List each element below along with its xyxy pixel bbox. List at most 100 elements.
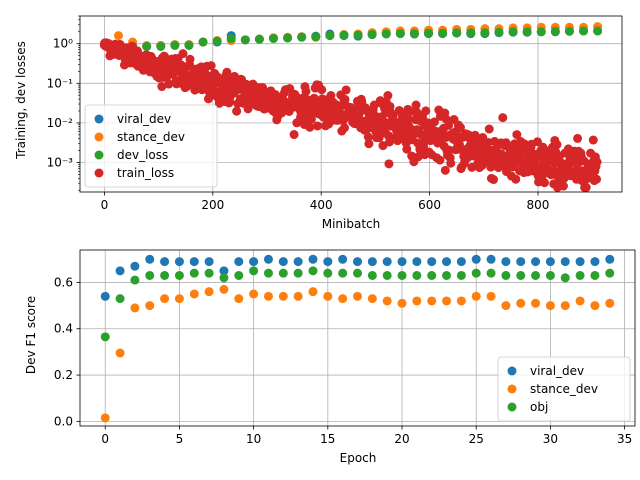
train_loss-point <box>313 80 323 90</box>
dev_loss-point <box>254 34 264 44</box>
viral_dev-point <box>427 257 437 267</box>
train_loss-point <box>435 155 445 165</box>
dev_loss-point <box>240 35 250 45</box>
dev_loss-point <box>325 31 335 41</box>
train_loss-point <box>206 61 216 71</box>
stance_dev-point <box>501 301 511 311</box>
legend-marker <box>507 366 517 376</box>
dev_loss-point <box>381 29 391 39</box>
viral_dev-point <box>204 257 214 267</box>
obj-point <box>545 270 555 280</box>
obj-point <box>204 268 214 278</box>
obj-point <box>115 294 125 304</box>
f1-chart: 0 5 10 15 20 25 30 35 0.0 0.2 0.4 0.6 Epoch Dev F1 … <box>24 249 636 465</box>
train_loss-point <box>592 174 602 184</box>
train_loss-point <box>512 130 522 140</box>
dev_loss-point <box>367 30 377 40</box>
stance_dev-point <box>234 294 244 304</box>
train_loss-point <box>164 79 174 89</box>
train_loss-point <box>421 106 431 116</box>
stance_dev-point <box>204 287 214 297</box>
obj-point <box>338 268 348 278</box>
y-tick-label: 10⁻³ <box>47 156 74 170</box>
train_loss-point <box>552 140 562 150</box>
train_loss-point <box>363 132 373 142</box>
obj-point <box>456 270 466 280</box>
train_loss-point <box>538 142 548 152</box>
x-tick-label: 400 <box>310 198 333 212</box>
x-tick-label: 200 <box>201 198 224 212</box>
obj-point <box>160 270 170 280</box>
stance_dev-point <box>293 291 303 301</box>
x-tick-label: 5 <box>176 432 184 446</box>
obj-point <box>412 270 422 280</box>
viral_dev-point <box>145 254 155 264</box>
legend-label: dev_loss <box>117 148 168 162</box>
x-tick-label: 0 <box>101 198 109 212</box>
viral_dev-point <box>353 257 362 267</box>
dev_loss-point <box>438 28 448 38</box>
legend-label: viral_dev <box>117 112 171 126</box>
x-tick-label: 15 <box>320 432 335 446</box>
train_loss-point <box>232 106 242 116</box>
stance_dev-point <box>323 291 333 301</box>
f1-chart-points <box>100 254 615 423</box>
viral_dev-point <box>323 257 333 267</box>
f1-chart-frame <box>79 249 636 427</box>
legend-box <box>497 356 631 422</box>
stance_dev-point <box>249 289 259 299</box>
obj-point <box>308 266 318 276</box>
dev_loss-point <box>494 27 504 37</box>
stance_dev-point <box>560 301 570 311</box>
stance_dev-point <box>219 284 229 294</box>
train_loss-point <box>258 83 268 93</box>
loss-chart-x-axis-label: Minibatch <box>322 217 381 231</box>
viral_dev-point <box>471 254 481 264</box>
train_loss-point <box>190 85 200 95</box>
stance_dev-point <box>456 296 466 306</box>
train_loss-point <box>403 114 413 124</box>
viral_dev-point <box>234 257 244 267</box>
obj-point <box>263 268 273 278</box>
obj-point <box>353 268 362 278</box>
stance_dev-point <box>516 298 526 308</box>
dev_loss-point <box>184 41 194 50</box>
stance_dev-point <box>145 301 155 311</box>
stance_dev-point <box>278 291 288 301</box>
dev_loss-point <box>268 34 278 44</box>
obj-point <box>145 270 155 280</box>
stance_dev-point <box>427 296 437 306</box>
y-tick-label: 0.0 <box>54 414 73 428</box>
f1-chart-y-axis-label: Dev F1 score <box>24 296 38 374</box>
stance_dev-point <box>353 291 362 301</box>
dev_loss-point <box>564 26 574 36</box>
dev_loss-point <box>536 27 546 37</box>
x-tick-label: 800 <box>527 198 550 212</box>
dev_loss-point <box>409 29 419 39</box>
train_loss-point <box>511 174 521 184</box>
obj-point <box>575 270 585 280</box>
train_loss-point <box>402 144 412 154</box>
dev_loss-point <box>593 26 603 36</box>
dev_loss-point <box>142 41 152 51</box>
viral_dev-point <box>531 257 541 267</box>
obj-point <box>382 270 392 280</box>
viral_dev-point <box>100 291 110 301</box>
train_loss-point <box>444 145 454 155</box>
y-tick-label: 0.6 <box>54 275 73 289</box>
viral_dev-point <box>249 257 259 267</box>
y-tick-label: 10⁰ <box>53 37 73 51</box>
y-tick-label: 0.2 <box>54 368 73 382</box>
obj-point <box>501 270 511 280</box>
train_loss-point <box>429 117 439 127</box>
x-tick-label: 10 <box>246 432 261 446</box>
train_loss-point <box>354 109 364 119</box>
x-tick-label: 20 <box>394 432 409 446</box>
x-tick-label: 35 <box>617 432 632 446</box>
obj-point <box>590 270 600 280</box>
obj-point <box>278 268 288 278</box>
viral_dev-point <box>575 257 585 267</box>
obj-point <box>397 270 407 280</box>
train_loss-point <box>305 122 315 132</box>
train_loss-point <box>185 54 195 64</box>
